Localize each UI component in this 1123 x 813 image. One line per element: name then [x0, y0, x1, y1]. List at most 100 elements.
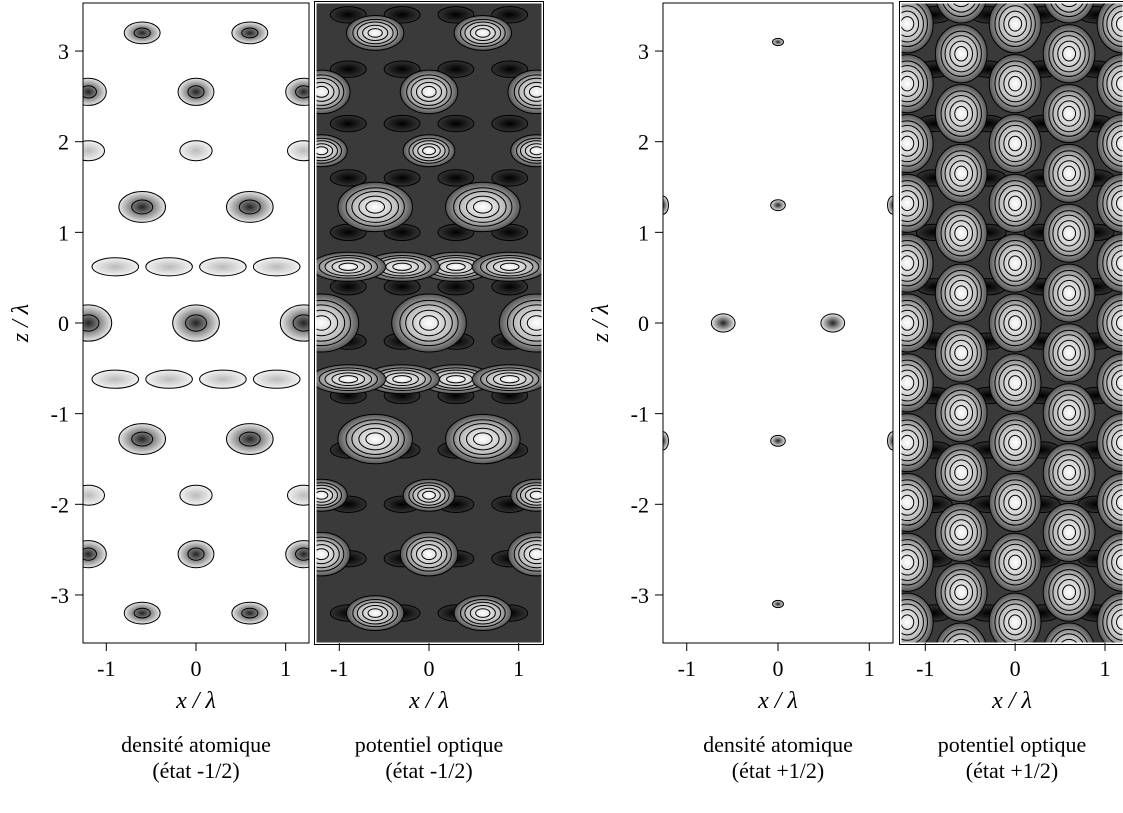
plot-area: [901, 3, 1123, 643]
decor-blob: [179, 140, 213, 162]
decor-blob: [179, 484, 213, 506]
decor-contour: [934, 562, 988, 622]
decor-contour: [944, 35, 978, 73]
decor-contour: [949, 519, 974, 546]
decor-contour: [988, 3, 1042, 54]
decor-contour: [944, 453, 978, 492]
decor-contour: [238, 431, 261, 447]
x-tick-label: -1: [97, 656, 115, 681]
decor-contour: [453, 187, 513, 227]
decor-contour: [901, 180, 929, 227]
decor-contour: [940, 210, 982, 257]
decor-contour: [345, 595, 405, 631]
decor-contour: [318, 254, 378, 279]
decor-hole: [383, 60, 421, 78]
decor-blob: [225, 191, 274, 223]
decor-contour: [133, 607, 151, 619]
decor-contour: [954, 524, 969, 541]
x-axis-label: x / λ: [757, 688, 798, 714]
decor-contour: [526, 315, 542, 331]
decor-contour: [901, 364, 924, 402]
decor-contour: [901, 483, 924, 522]
decor-contour: [901, 309, 920, 337]
decor-blob: [118, 191, 167, 223]
plot-area: [83, 3, 309, 643]
decor-contour: [901, 315, 915, 331]
decor-contour: [901, 5, 924, 43]
decor-contour: [988, 173, 1042, 233]
decor-contour: [523, 544, 542, 565]
decor-contour: [944, 154, 978, 193]
decor-contour: [901, 494, 915, 511]
decor-contour: [1096, 173, 1123, 233]
decor-contour: [1096, 293, 1123, 353]
decor-contour: [345, 15, 405, 51]
decor-contour: [954, 225, 969, 242]
decor-contour: [1048, 389, 1090, 436]
x-tick-label: 0: [191, 656, 202, 681]
decor-contour: [362, 24, 389, 42]
decor-contour: [316, 315, 332, 331]
decor-contour: [934, 383, 988, 443]
decor-contour: [901, 424, 924, 462]
decor-blob: [83, 484, 106, 506]
decor-contour: [316, 74, 345, 110]
decor-contour: [1003, 549, 1027, 576]
decor-contour: [954, 105, 969, 122]
decor-contour: [1062, 46, 1077, 62]
decor-contour: [901, 413, 934, 473]
decor-contour: [949, 399, 974, 426]
decor-contour: [399, 299, 459, 347]
x-tick-label: -1: [678, 656, 696, 681]
decor-contour: [1096, 353, 1123, 413]
decor-contour: [421, 548, 437, 561]
decor-contour: [901, 293, 934, 353]
decor-contour: [485, 257, 534, 277]
decor-contour: [1042, 323, 1096, 383]
decor-contour: [519, 309, 542, 337]
decor-contour: [519, 484, 542, 506]
decor-contour: [316, 364, 387, 395]
x-tick-label: 0: [424, 656, 435, 681]
decor-contour: [446, 262, 466, 271]
decor-contour: [1052, 334, 1086, 372]
decor-contour: [944, 214, 978, 252]
x-tick-label: -1: [330, 656, 348, 681]
y-tick-label: 1: [58, 220, 69, 245]
decor-contour: [901, 75, 915, 92]
x-axis-label: x / λ: [175, 688, 216, 714]
decor-contour: [316, 540, 340, 569]
decor-contour: [944, 394, 978, 432]
decor-contour: [510, 134, 542, 168]
decor-contour: [994, 419, 1036, 466]
decor-contour: [901, 608, 920, 636]
decor-contour: [1106, 304, 1123, 342]
decor-contour: [529, 490, 542, 500]
decor-contour: [1102, 479, 1123, 526]
decor-contour: [1102, 419, 1123, 466]
decor-contour: [471, 364, 542, 395]
decor-contour: [949, 279, 974, 307]
decor-blob: [285, 540, 309, 569]
decor-hole: [437, 114, 475, 133]
x-tick-label: 1: [1100, 656, 1111, 681]
panel-subtitle: (état -1/2): [152, 758, 239, 783]
decor-contour: [499, 262, 520, 271]
decor-contour: [954, 165, 969, 182]
decor-contour: [1008, 434, 1023, 451]
decor-contour: [901, 614, 915, 630]
decor-contour: [946, 633, 976, 643]
decor-contour: [417, 487, 441, 503]
decor-contour: [472, 200, 493, 214]
decor-contour: [337, 181, 413, 233]
decor-contour: [940, 269, 982, 317]
decor-contour: [1048, 90, 1090, 137]
decor-contour: [238, 199, 261, 215]
decor-contour: [901, 419, 929, 466]
decor-contour: [901, 3, 929, 48]
decor-contour: [316, 536, 345, 572]
y-tick-label: 0: [58, 311, 69, 336]
decor-blob: [252, 257, 301, 277]
decor-contour: [358, 427, 393, 451]
decor-contour: [901, 130, 920, 157]
